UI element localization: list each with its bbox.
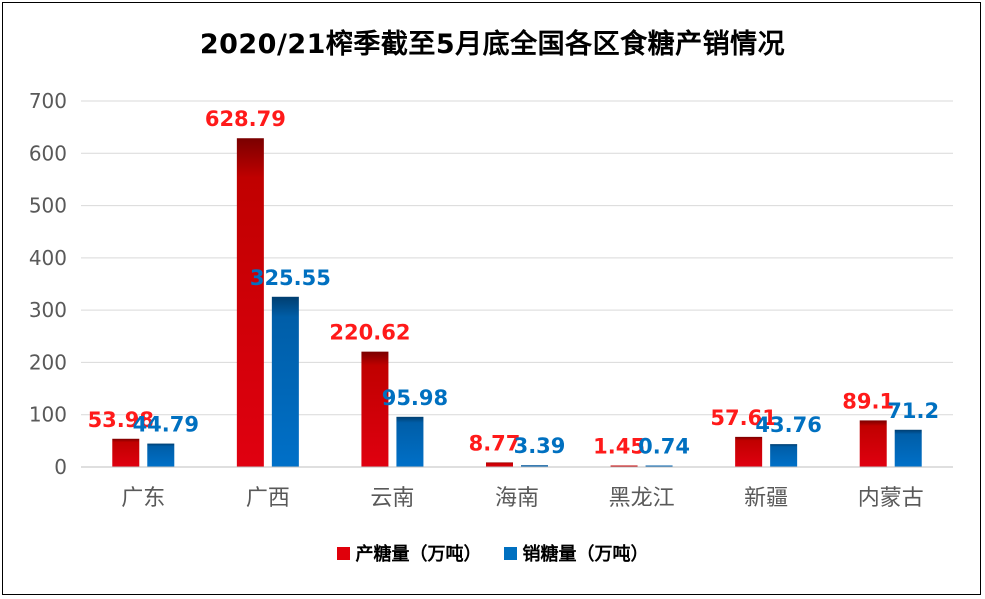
legend-swatch-sales — [503, 546, 517, 560]
bar-production-0 — [112, 438, 140, 467]
legend-item-sales: 销糖量（万吨） — [503, 540, 649, 566]
gridlines — [81, 100, 953, 468]
data-label-sales-3: 3.39 — [514, 434, 566, 458]
bar-sales-4 — [645, 465, 673, 467]
data-label-sales-0: 44.79 — [133, 413, 199, 437]
bar-sales-3 — [521, 465, 548, 467]
legend-swatch-production — [336, 546, 350, 560]
data-label-production-4: 1.45 — [593, 435, 645, 459]
bar-sales-6 — [894, 429, 922, 467]
legend: 产糖量（万吨） 销糖量（万吨） — [0, 540, 985, 566]
bar-production-6 — [859, 420, 887, 467]
legend-label-production: 产糖量（万吨） — [355, 544, 482, 565]
data-label-sales-2: 95.98 — [382, 386, 448, 410]
y-tick-label: 500 — [29, 194, 67, 218]
x-tick-label: 黑龙江 — [609, 486, 675, 511]
bar-production-5 — [735, 436, 763, 467]
x-tick-label: 内蒙古 — [858, 486, 924, 511]
y-tick-label: 200 — [29, 350, 67, 374]
x-tick-label: 海南 — [495, 486, 539, 511]
x-tick-label: 云南 — [370, 486, 414, 511]
data-label-production-3: 8.77 — [469, 431, 521, 455]
y-tick-label: 300 — [29, 298, 67, 322]
data-label-sales-4: 0.74 — [638, 435, 690, 459]
bar-sales-1 — [271, 296, 299, 467]
data-label-production-1: 628.79 — [205, 107, 286, 131]
data-label-sales-6: 71.2 — [887, 399, 939, 423]
bar-production-2 — [361, 351, 389, 467]
y-tick-label: 700 — [29, 89, 67, 113]
x-tick-label: 广东 — [121, 486, 165, 511]
bar-sales-5 — [770, 444, 798, 467]
bar-production-4 — [610, 465, 638, 467]
bar-production-1 — [236, 138, 264, 467]
bar-production-3 — [486, 462, 513, 467]
y-axis: 0 100 200 300 400 500 600 700 — [29, 89, 67, 479]
y-tick-label: 400 — [29, 246, 67, 270]
y-tick-label: 100 — [29, 403, 67, 427]
bars — [112, 138, 922, 467]
y-tick-label: 0 — [54, 455, 67, 479]
data-label-sales-1: 325.55 — [250, 266, 331, 290]
legend-item-production: 产糖量（万吨） — [336, 540, 482, 566]
legend-label-sales: 销糖量（万吨） — [522, 544, 649, 565]
x-tick-label: 广西 — [246, 486, 290, 511]
data-label-production-6: 89.1 — [842, 389, 894, 413]
y-tick-label: 600 — [29, 141, 67, 165]
data-label-sales-5: 43.76 — [755, 413, 821, 437]
x-axis: 广东 广西 云南 海南 黑龙江 新疆 内蒙古 — [81, 466, 953, 511]
x-tick-label: 新疆 — [744, 486, 788, 511]
bar-sales-2 — [396, 416, 424, 467]
data-label-production-2: 220.62 — [329, 321, 410, 345]
data-label-production-5: 57.61 — [710, 406, 776, 430]
bar-sales-0 — [147, 443, 175, 467]
chart-title: 2020/21榨季截至5月底全国各区食糖产销情况 — [199, 29, 786, 60]
data-label-production-0: 53.98 — [88, 408, 154, 432]
